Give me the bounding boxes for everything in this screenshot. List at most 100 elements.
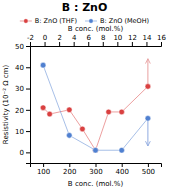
tick: 500 — [142, 163, 155, 176]
axis-line — [31, 42, 162, 47]
tick-mark — [96, 163, 97, 167]
tick-mark — [146, 42, 147, 46]
tick-label: 40 — [15, 64, 24, 72]
tick: 2 — [57, 34, 61, 46]
tick: -2 — [27, 34, 34, 46]
point — [67, 107, 73, 113]
tick: 4 — [72, 34, 77, 46]
point — [145, 116, 151, 122]
point — [145, 84, 151, 90]
point — [119, 109, 125, 115]
tick: 10 — [113, 34, 122, 46]
point — [106, 109, 112, 115]
tick-label: 300 — [89, 168, 102, 176]
tick: 400 — [116, 163, 129, 176]
x-axis-title: B conc. (mol.%) — [68, 180, 124, 188]
point — [93, 147, 99, 153]
title: B : ZnO — [62, 1, 108, 14]
legend: B: ZnO (THF) B: ZnO (MeOH) — [20, 17, 149, 25]
axis-line — [26, 47, 31, 164]
tick: 16 — [157, 34, 166, 46]
tick: 300 — [89, 163, 102, 176]
tick-mark — [59, 42, 60, 46]
point — [47, 111, 53, 117]
tick: 0 — [43, 34, 47, 46]
tick-label: 4 — [72, 34, 77, 42]
tick-label: 0 — [43, 34, 47, 42]
tick-mark — [132, 42, 133, 46]
plot: 100 200 300 400 500 -2 0 2 4 6 8 10 12 14 16 0 10 20 30 40 5… — [15, 34, 166, 176]
point — [40, 62, 46, 68]
axis-line — [31, 164, 162, 168]
tick-mark — [26, 152, 30, 153]
legend-swatch-marker — [89, 19, 94, 24]
tick: 14 — [142, 34, 151, 46]
point — [119, 147, 125, 153]
tick: 12 — [128, 34, 137, 46]
tick-mark — [103, 42, 104, 46]
tick-label: 200 — [63, 168, 76, 176]
series-line — [43, 86, 148, 150]
legend-item: B: ZnO (MeOH) — [85, 17, 149, 25]
y-axis: 0 10 20 30 40 50 — [15, 43, 30, 164]
x2-axis-title: B conc. (mol.%) — [68, 25, 124, 33]
tick-mark — [26, 46, 30, 47]
legend-label: B: ZnO (THF) — [35, 17, 77, 25]
tick-label: 20 — [15, 107, 24, 115]
tick-mark — [45, 42, 46, 46]
legend-swatch-marker — [24, 19, 29, 24]
tick-mark — [26, 131, 30, 132]
tick-mark — [30, 42, 31, 46]
tick-mark — [74, 42, 75, 46]
legend-label: B: ZnO (MeOH) — [100, 17, 149, 25]
tick: 40 — [15, 64, 30, 72]
tick: 10 — [15, 128, 30, 136]
tick-label: 6 — [86, 34, 91, 42]
tick-label: 100 — [37, 168, 50, 176]
tick-label: -2 — [27, 34, 34, 42]
tick: 50 — [15, 43, 30, 51]
tick-mark — [26, 67, 30, 68]
legend-item: B: ZnO (THF) — [20, 17, 77, 25]
tick-mark — [117, 42, 118, 46]
point — [93, 147, 99, 153]
tick: 20 — [15, 107, 30, 115]
tick: 100 — [37, 163, 50, 176]
tick: 0 — [20, 149, 30, 157]
tick-mark — [43, 163, 44, 167]
tick-mark — [161, 42, 162, 46]
tick: 30 — [15, 85, 30, 93]
tick: 6 — [86, 34, 91, 46]
tick-mark — [26, 110, 30, 111]
point — [40, 105, 46, 111]
tick-label: 30 — [15, 85, 24, 93]
tick-label: 8 — [101, 34, 105, 42]
tick-label: 14 — [142, 34, 151, 42]
tick-mark — [122, 163, 123, 167]
y-axis-title: Resistivity (10⁻² Ω cm) — [2, 65, 10, 145]
tick-label: 0 — [20, 149, 24, 157]
tick-label: 2 — [57, 34, 61, 42]
chart: B : ZnO100200300400500-20246810121416010… — [0, 0, 169, 189]
tick-mark — [26, 89, 30, 90]
arrow — [147, 59, 148, 87]
tick-label: 12 — [128, 34, 137, 42]
x-axis: 100 200 300 400 500 — [31, 163, 162, 176]
data-layer — [40, 59, 150, 153]
tick: 8 — [101, 34, 105, 46]
tick-label: 400 — [116, 168, 129, 176]
tick-label: 16 — [157, 34, 166, 42]
tick-mark — [88, 42, 89, 46]
point — [80, 126, 86, 132]
tick-label: 10 — [15, 128, 24, 136]
tick-mark — [69, 163, 70, 167]
point — [67, 133, 73, 139]
tick-label: 50 — [15, 43, 24, 51]
tick-mark — [148, 163, 149, 167]
x2-axis: -2 0 2 4 6 8 10 12 14 16 — [27, 34, 166, 47]
tick-label: 10 — [113, 34, 122, 42]
tick: 200 — [63, 163, 76, 176]
arrow — [147, 118, 148, 146]
tick-label: 500 — [142, 168, 155, 176]
series-line — [43, 65, 148, 150]
